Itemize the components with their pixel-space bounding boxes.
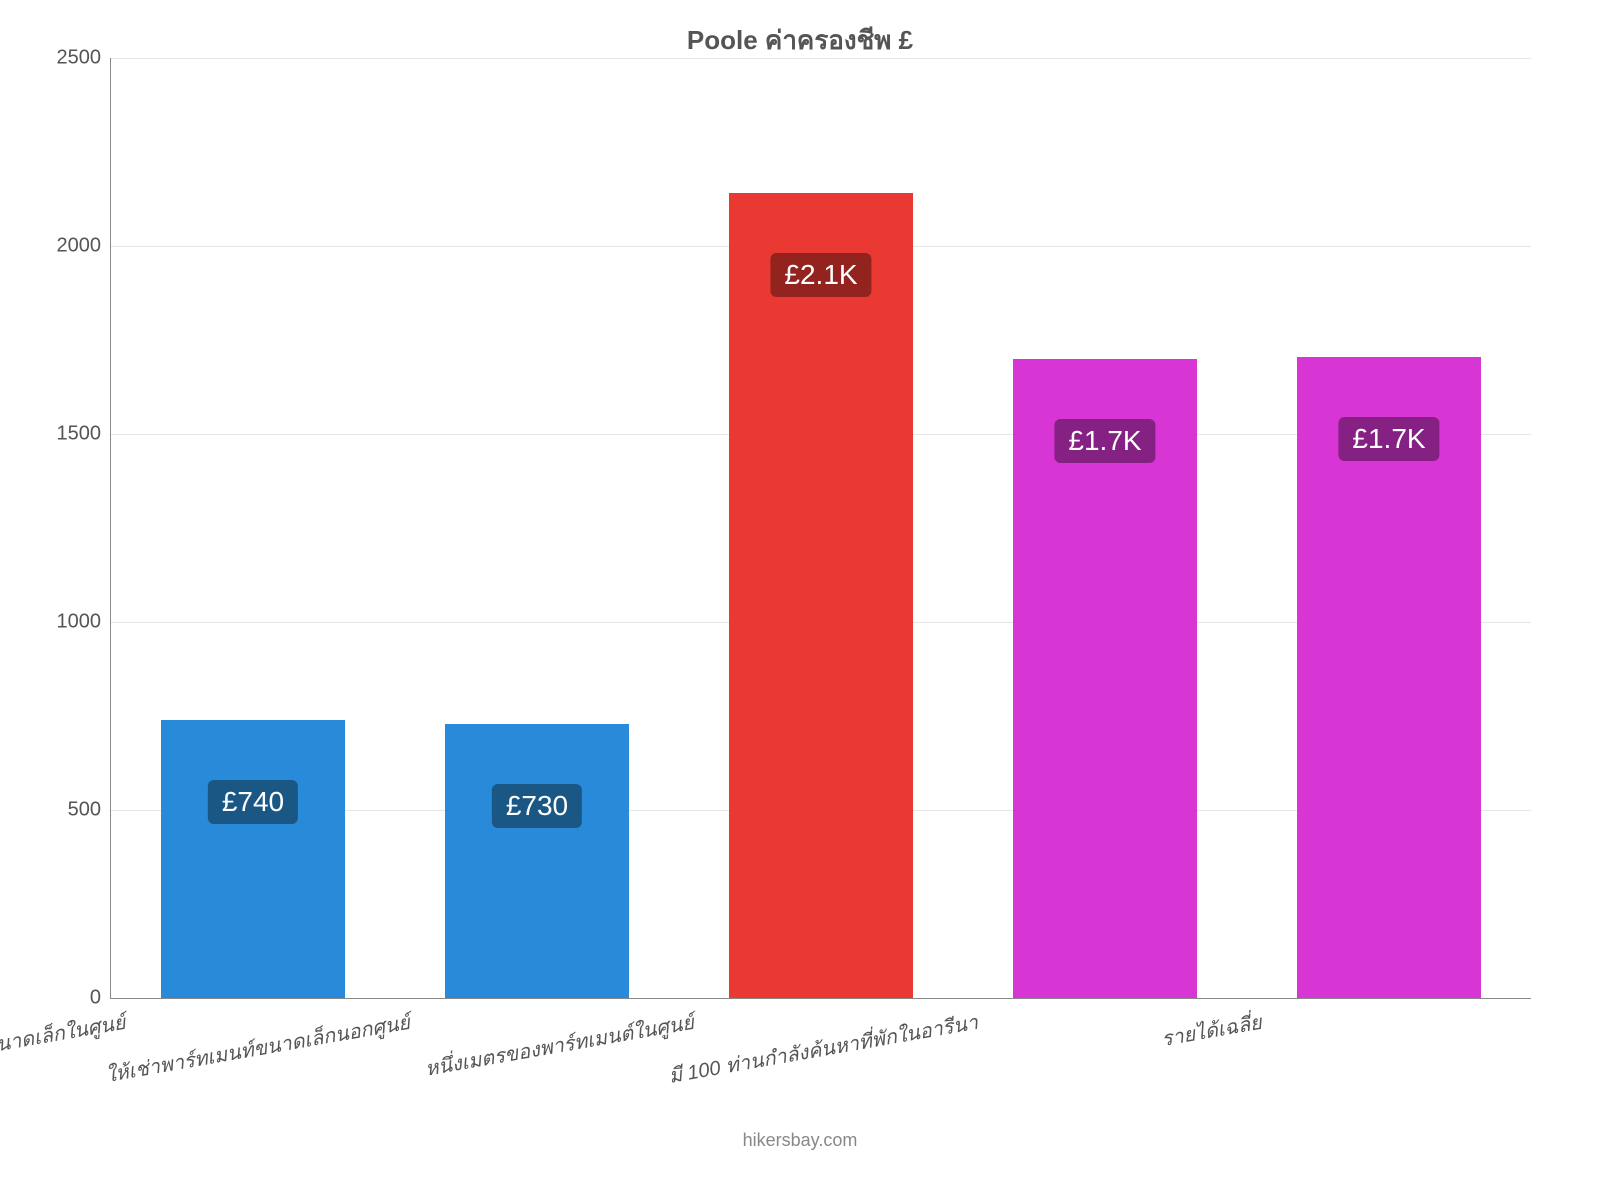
- x-tick-label: หนึ่งเมตรของพาร์ทเมนต์ในศูนย์: [421, 998, 696, 1085]
- chart-title: Poole ค่าครองชีพ £: [0, 20, 1600, 61]
- bar-value-badge: £2.1K: [770, 253, 871, 297]
- plot-area: 05001000150020002500£740ให้เช่าพาร์ทเมนต…: [110, 58, 1531, 999]
- bar-value-badge: £740: [208, 780, 298, 824]
- grid-line: [111, 58, 1531, 59]
- bar-value-badge: £730: [492, 784, 582, 828]
- y-tick-label: 2000: [57, 235, 112, 258]
- y-tick-label: 2500: [57, 47, 112, 70]
- chart-container: Poole ค่าครองชีพ £ 05001000150020002500£…: [0, 0, 1600, 1200]
- x-tick-label: ให้เช่าพาร์ทเมนท์ขนาดเล็กนอกศูนย์: [101, 998, 412, 1091]
- bar-value-badge: £1.7K: [1338, 417, 1439, 461]
- bar: £740: [161, 720, 346, 998]
- x-tick-label: มี 100 ท่านกำลังค้นหาที่พักในอารีนา: [664, 998, 980, 1092]
- bar: £2.1K: [729, 193, 914, 998]
- y-tick-label: 1000: [57, 611, 112, 634]
- y-tick-label: 1500: [57, 423, 112, 446]
- bar: £1.7K: [1297, 357, 1482, 998]
- bar: £1.7K: [1013, 359, 1198, 998]
- bar: £730: [445, 724, 630, 998]
- bar-value-badge: £1.7K: [1054, 419, 1155, 463]
- x-tick-label: รายได้เฉลี่ย: [1157, 998, 1264, 1055]
- chart-footer: hikersbay.com: [0, 1130, 1600, 1151]
- y-tick-label: 500: [68, 799, 111, 822]
